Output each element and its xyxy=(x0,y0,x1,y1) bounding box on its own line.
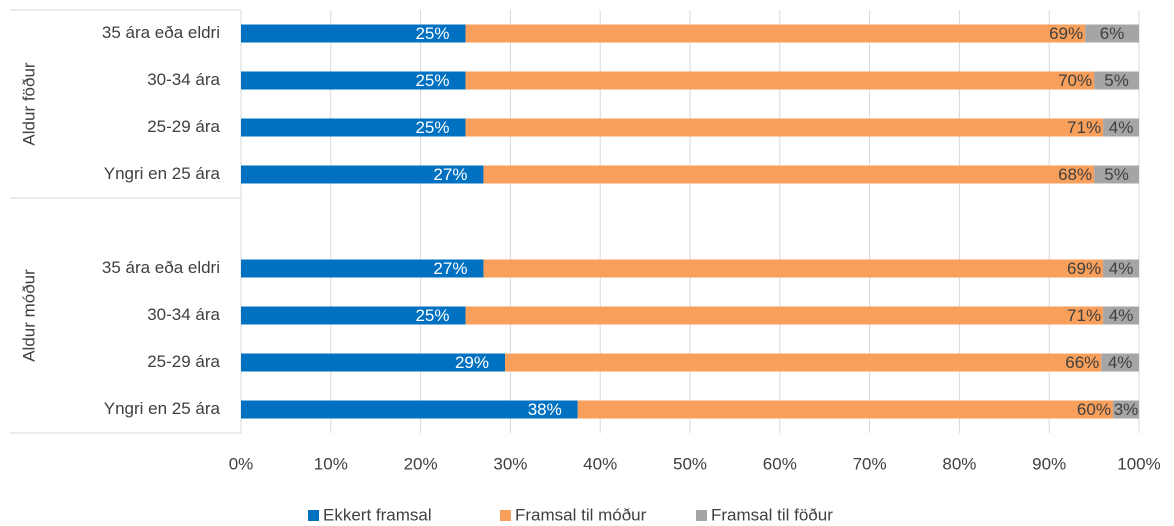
data-label: 4% xyxy=(1109,259,1134,278)
bar-segment xyxy=(1112,400,1139,419)
bar-segment xyxy=(1103,306,1139,325)
bar-segment xyxy=(241,24,466,43)
category-label: Yngri en 25 ára xyxy=(104,399,221,418)
data-label: 5% xyxy=(1104,71,1129,90)
data-label: 4% xyxy=(1109,118,1134,137)
x-tick-label: 50% xyxy=(673,454,707,473)
bar-segment xyxy=(1103,259,1139,278)
data-label: 3% xyxy=(1114,400,1139,419)
data-label: 5% xyxy=(1104,165,1129,184)
bar-segment xyxy=(465,306,1104,325)
legend-swatch xyxy=(500,510,511,521)
bar-segment xyxy=(241,118,466,137)
x-tick-label: 20% xyxy=(404,454,438,473)
data-label: 25% xyxy=(415,24,449,43)
data-label: 71% xyxy=(1067,306,1101,325)
bar-segment xyxy=(241,259,484,278)
bar-segment xyxy=(241,165,484,184)
x-tick-label: 10% xyxy=(314,454,348,473)
legend-label: Ekkert framsal xyxy=(323,505,432,524)
bar-segment xyxy=(577,400,1113,419)
legend-swatch xyxy=(308,510,319,521)
legend-label: Framsal til móður xyxy=(515,505,647,524)
bar-segment xyxy=(241,353,506,372)
x-tick-label: 40% xyxy=(583,454,617,473)
data-label: 60% xyxy=(1077,400,1111,419)
bar-segment xyxy=(241,71,466,90)
category-label: Yngri en 25 ára xyxy=(104,164,221,183)
data-label: 66% xyxy=(1065,353,1099,372)
data-label: 27% xyxy=(433,165,467,184)
data-label: 71% xyxy=(1067,118,1101,137)
bar-segment xyxy=(241,400,578,419)
bar-segment xyxy=(1101,353,1139,372)
category-label: 35 ára eða eldri xyxy=(102,23,220,42)
data-label: 38% xyxy=(528,400,562,419)
bar-segment xyxy=(465,118,1104,137)
data-label: 4% xyxy=(1109,306,1134,325)
bar-segment xyxy=(505,353,1102,372)
data-label: 69% xyxy=(1067,259,1101,278)
bar-segment xyxy=(1085,24,1139,43)
bar-segment xyxy=(465,71,1095,90)
data-label: 27% xyxy=(433,259,467,278)
bar-segment xyxy=(1094,71,1139,90)
category-label: 25-29 ára xyxy=(147,117,220,136)
group-label: Aldur föður xyxy=(19,62,38,145)
x-tick-label: 0% xyxy=(229,454,254,473)
x-tick-label: 60% xyxy=(763,454,797,473)
x-tick-label: 90% xyxy=(1032,454,1066,473)
data-label: 25% xyxy=(415,118,449,137)
data-label: 4% xyxy=(1108,353,1133,372)
category-label: 30-34 ára xyxy=(147,305,220,324)
category-label: 25-29 ára xyxy=(147,352,220,371)
legend-label: Framsal til föður xyxy=(711,505,833,524)
data-label: 25% xyxy=(415,71,449,90)
legend-swatch xyxy=(696,510,707,521)
category-label: 35 ára eða eldri xyxy=(102,258,220,277)
bar-segment xyxy=(483,165,1095,184)
data-label: 70% xyxy=(1058,71,1092,90)
bar-segment xyxy=(241,306,466,325)
data-label: 68% xyxy=(1058,165,1092,184)
x-tick-label: 70% xyxy=(853,454,887,473)
bar-segment xyxy=(483,259,1104,278)
x-tick-label: 80% xyxy=(942,454,976,473)
x-tick-label: 100% xyxy=(1117,454,1160,473)
data-label: 69% xyxy=(1049,24,1083,43)
bar-segment xyxy=(1103,118,1139,137)
data-label: 29% xyxy=(455,353,489,372)
data-label: 25% xyxy=(415,306,449,325)
x-tick-label: 30% xyxy=(493,454,527,473)
bar-segment xyxy=(465,24,1086,43)
data-label: 6% xyxy=(1100,24,1125,43)
category-label: 30-34 ára xyxy=(147,70,220,89)
bar-segment xyxy=(1094,165,1139,184)
group-label: Aldur móður xyxy=(19,269,38,362)
